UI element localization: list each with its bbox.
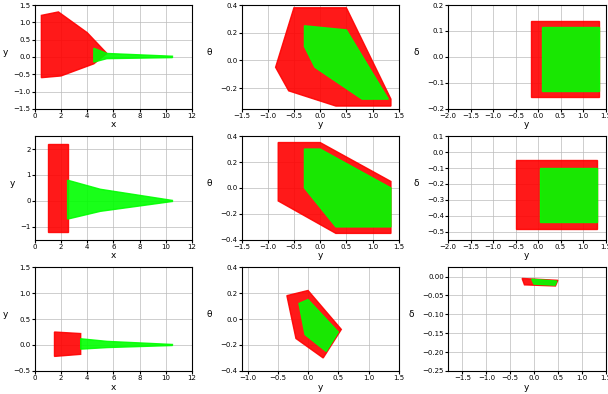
- Y-axis label: δ: δ: [413, 48, 418, 57]
- Y-axis label: δ: δ: [409, 310, 414, 319]
- Y-axis label: y: y: [9, 179, 15, 188]
- X-axis label: y: y: [317, 251, 323, 260]
- Polygon shape: [287, 290, 341, 358]
- Y-axis label: θ: θ: [207, 48, 212, 57]
- Y-axis label: y: y: [2, 310, 8, 319]
- Polygon shape: [541, 168, 596, 222]
- Polygon shape: [305, 26, 389, 99]
- X-axis label: y: y: [317, 121, 323, 129]
- Polygon shape: [278, 143, 391, 233]
- X-axis label: x: x: [111, 121, 116, 129]
- Polygon shape: [542, 27, 599, 91]
- Polygon shape: [67, 180, 173, 219]
- Polygon shape: [299, 299, 338, 351]
- Polygon shape: [522, 279, 558, 286]
- Y-axis label: y: y: [2, 48, 8, 57]
- Polygon shape: [48, 144, 67, 232]
- Y-axis label: θ: θ: [207, 310, 212, 319]
- Polygon shape: [305, 149, 391, 227]
- Y-axis label: θ: θ: [207, 179, 212, 188]
- X-axis label: x: x: [111, 383, 116, 392]
- Polygon shape: [531, 20, 599, 97]
- X-axis label: y: y: [524, 121, 530, 129]
- Polygon shape: [55, 332, 81, 357]
- X-axis label: y: y: [524, 383, 530, 392]
- Polygon shape: [94, 48, 173, 62]
- Polygon shape: [81, 339, 173, 349]
- X-axis label: y: y: [524, 251, 530, 260]
- X-axis label: x: x: [111, 251, 116, 260]
- Polygon shape: [516, 160, 596, 229]
- Polygon shape: [41, 12, 107, 78]
- Polygon shape: [275, 8, 391, 106]
- Polygon shape: [531, 279, 557, 285]
- X-axis label: y: y: [317, 383, 323, 392]
- Y-axis label: δ: δ: [413, 179, 418, 188]
